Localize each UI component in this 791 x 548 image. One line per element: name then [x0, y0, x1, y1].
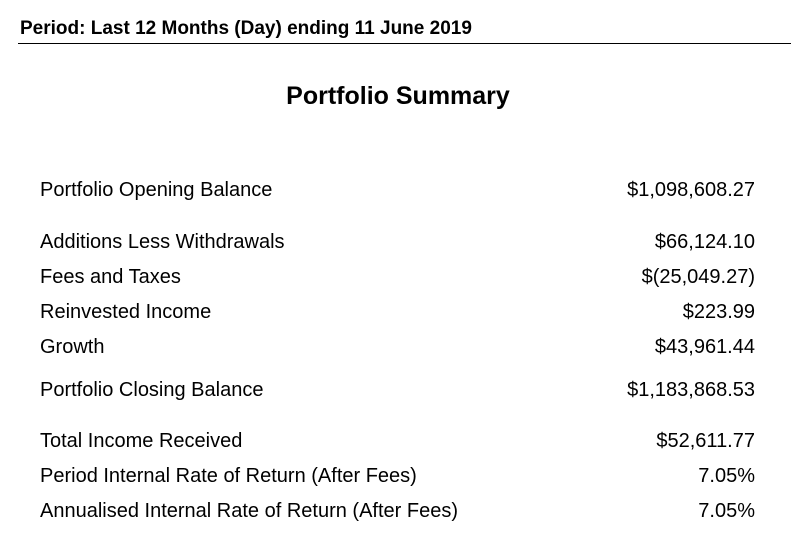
period-header: Period: Last 12 Months (Day) ending 11 J… — [20, 18, 472, 39]
page-title: Portfolio Summary — [286, 82, 510, 110]
header-divider — [18, 43, 791, 44]
summary-row-growth: Growth $43,961.44 — [40, 334, 755, 360]
summary-row-annualised-irr: Annualised Internal Rate of Return (Afte… — [40, 498, 755, 524]
summary-row-fees-and-taxes: Fees and Taxes $(25,049.27) — [40, 264, 755, 290]
row-label: Total Income Received — [40, 430, 243, 452]
row-value: $1,098,608.27 — [627, 179, 755, 201]
row-value: $52,611.77 — [656, 430, 755, 452]
row-label: Annualised Internal Rate of Return (Afte… — [40, 500, 458, 522]
summary-row-total-income: Total Income Received $52,611.77 — [40, 428, 755, 454]
row-label: Reinvested Income — [40, 301, 212, 323]
row-value: $66,124.10 — [654, 231, 755, 253]
row-label: Fees and Taxes — [40, 266, 181, 288]
summary-row-additions-less-withdrawals: Additions Less Withdrawals $66,124.10 — [40, 229, 755, 255]
summary-row-closing-balance: Portfolio Closing Balance $1,183,868.53 — [40, 377, 755, 403]
row-label: Additions Less Withdrawals — [40, 231, 285, 253]
row-value: 7.05% — [698, 465, 755, 487]
row-label: Period Internal Rate of Return (After Fe… — [40, 465, 417, 487]
row-value: 7.05% — [698, 500, 755, 522]
summary-row-opening-balance: Portfolio Opening Balance $1,098,608.27 — [40, 177, 755, 203]
row-label: Portfolio Closing Balance — [40, 379, 264, 401]
row-value: $43,961.44 — [654, 336, 755, 358]
summary-row-period-irr: Period Internal Rate of Return (After Fe… — [40, 463, 755, 489]
row-label: Growth — [40, 336, 105, 358]
row-value: $(25,049.27) — [641, 266, 755, 288]
row-value: $1,183,868.53 — [627, 379, 755, 401]
row-label: Portfolio Opening Balance — [40, 179, 273, 201]
summary-row-reinvested-income: Reinvested Income $223.99 — [40, 299, 755, 325]
row-value: $223.99 — [682, 301, 755, 323]
